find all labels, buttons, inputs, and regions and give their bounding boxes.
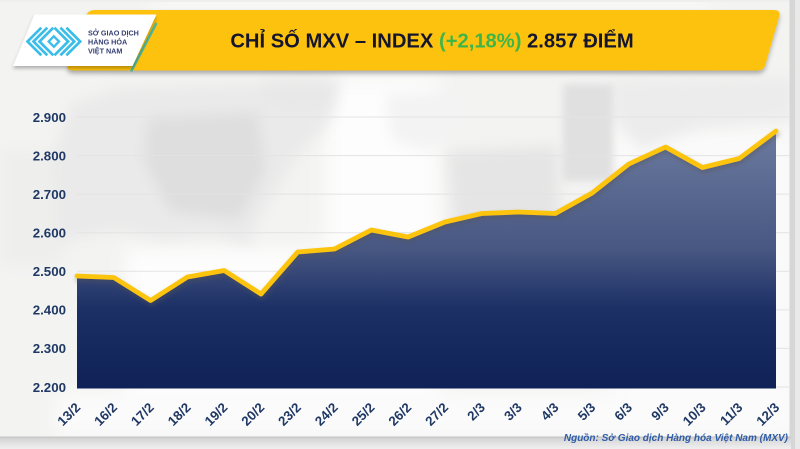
svg-text:2.300: 2.300 (33, 341, 66, 356)
svg-text:2.800: 2.800 (33, 148, 66, 163)
svg-text:2.500: 2.500 (33, 264, 66, 279)
svg-text:2.700: 2.700 (33, 187, 66, 202)
svg-text:CHỈ SỐ MXV – INDEX (+2,18%) 2.: CHỈ SỐ MXV – INDEX (+2,18%) 2.857 ĐIỂM (230, 28, 633, 52)
svg-text:HÀNG HÓA: HÀNG HÓA (88, 37, 127, 46)
svg-text:SỞ GIAO DỊCH: SỞ GIAO DỊCH (88, 28, 139, 37)
svg-text:2.600: 2.600 (33, 226, 66, 241)
svg-text:Nguồn: Sở Giao dịch Hàng hóa V: Nguồn: Sở Giao dịch Hàng hóa Việt Nam (M… (564, 432, 789, 444)
svg-text:2.200: 2.200 (33, 380, 66, 395)
svg-text:2.400: 2.400 (33, 303, 66, 318)
svg-text:2.900: 2.900 (33, 110, 66, 125)
svg-text:VIỆT NAM: VIỆT NAM (88, 46, 122, 55)
